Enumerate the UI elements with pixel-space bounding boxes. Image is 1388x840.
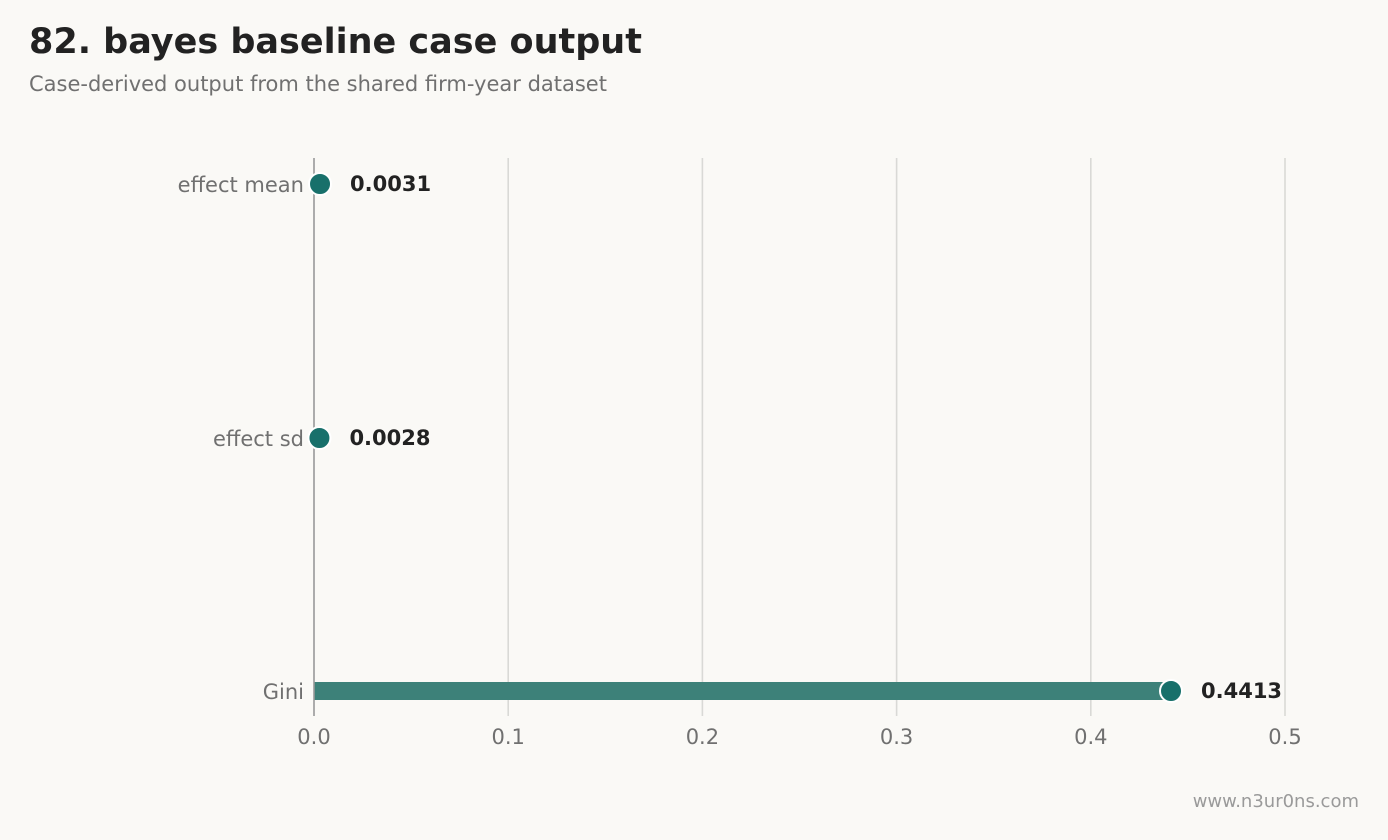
value-label: 0.4413: [1201, 679, 1282, 703]
data-point: [308, 172, 333, 196]
labels: 0.0 0.1 0.2 0.3 0.4 0.5 effect mean 0.0031 effec…: [178, 172, 1302, 749]
category-label: effect sd: [213, 427, 304, 451]
value-label: 0.0031: [350, 172, 431, 196]
x-tick-label: 0.2: [686, 725, 719, 749]
category-label: Gini: [263, 680, 304, 704]
x-tick-label: 0.5: [1268, 725, 1301, 749]
category-label: effect mean: [178, 173, 304, 197]
bars: [314, 175, 1172, 700]
x-tick-label: 0.3: [880, 725, 913, 749]
x-tick-label: 0.4: [1074, 725, 1107, 749]
chart-title: 82. bayes baseline case output: [29, 22, 642, 62]
x-tick-label: 0.1: [491, 725, 524, 749]
data-point: [307, 426, 332, 450]
x-tick-label: 0.0: [297, 725, 330, 749]
bar: [314, 682, 1172, 700]
value-label: 0.0028: [349, 426, 430, 450]
watermark: www.n3ur0ns.com: [1192, 791, 1359, 812]
chart-subtitle: Case-derived output from the shared firm…: [29, 72, 607, 96]
grid-lines: [507, 158, 1286, 716]
data-points: [307, 172, 1184, 703]
data-point: [1159, 679, 1184, 703]
